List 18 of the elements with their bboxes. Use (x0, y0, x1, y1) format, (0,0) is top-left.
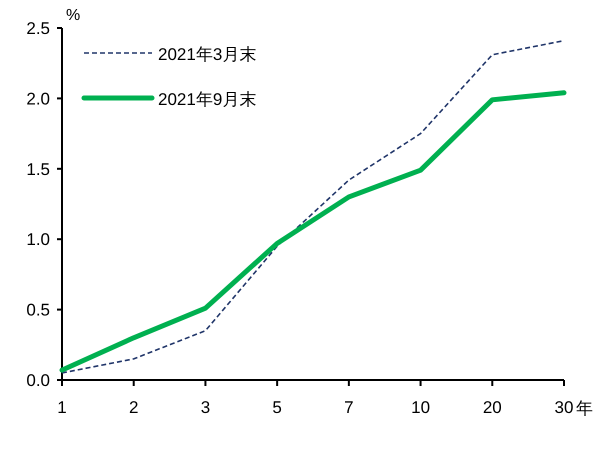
ytick: 2.5 (26, 19, 50, 38)
xtick: 10 (411, 398, 430, 417)
legend-label: 2021年3月末 (158, 45, 256, 64)
xlabel: 年 (576, 399, 593, 418)
ytick: 0.0 (26, 371, 50, 390)
xtick: 1 (57, 398, 67, 417)
ytick: 1.0 (26, 230, 50, 250)
xtick: 30 (554, 398, 574, 417)
ytick: 0.5 (26, 300, 50, 320)
xtick: 5 (272, 398, 282, 417)
ytick: 2.0 (26, 89, 50, 108)
ytick: 1.5 (26, 160, 50, 179)
xtick: 2 (128, 398, 138, 417)
legend-label: 2021年9月末 (158, 90, 256, 109)
xtick: 20 (482, 398, 502, 417)
ylabel: % (66, 7, 80, 24)
xtick: 3 (200, 398, 210, 417)
xtick: 7 (344, 398, 354, 417)
